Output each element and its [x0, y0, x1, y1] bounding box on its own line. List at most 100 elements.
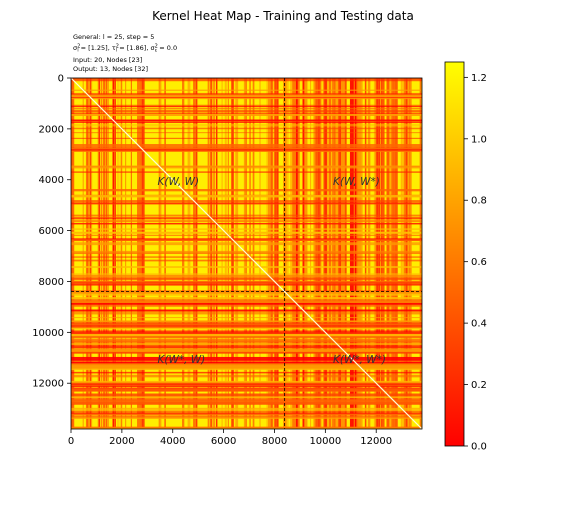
heatmap-row-stripe	[71, 339, 422, 342]
x-tick-label: 10000	[309, 436, 341, 447]
info-line-3: Input: 20, Nodes [23]	[73, 56, 142, 64]
x-tick-label: 2000	[109, 436, 134, 447]
heatmap-row-stripe	[71, 417, 422, 418]
heatmap-row-stripe	[71, 402, 422, 405]
heatmap-row-stripe	[71, 132, 422, 133]
x-tick-label: 0	[68, 436, 74, 447]
heatmap-row-stripe	[71, 311, 422, 314]
heatmap-row-stripe	[71, 144, 422, 147]
heatmap-row-stripe	[71, 235, 422, 236]
heatmap-row-stripe	[71, 223, 422, 224]
y-tick-label: 10000	[32, 328, 64, 339]
info-line-4: Output: 13, Nodes [32]	[73, 65, 148, 73]
heatmap-row-stripe	[71, 90, 422, 91]
heatmap-row-stripe	[71, 389, 422, 391]
y-axis: 0 2000 4000 6000 8000 10000 12000	[32, 74, 71, 390]
heatmap-row-stripe	[71, 345, 422, 346]
heatmap-row-stripe	[71, 310, 422, 312]
heatmap-row-stripe	[71, 97, 422, 98]
heatmap-row-stripe	[71, 217, 422, 218]
heatmap-row-stripe	[71, 346, 422, 348]
info-line-2: σ2 l = [1.25], τ2 l = [1.86], σ2 ε = 0.0	[73, 44, 177, 54]
heatmap-row-stripe	[71, 105, 422, 106]
heatmap-row-stripe	[71, 317, 422, 318]
colorbar-tick-label: 0.8	[471, 196, 487, 207]
heatmap-row-stripe	[71, 219, 422, 222]
heatmap-row-stripe	[71, 122, 422, 123]
heatmap-row-stripe	[71, 299, 422, 301]
x-tick-label: 4000	[160, 436, 185, 447]
heatmap-row-stripe	[71, 305, 422, 307]
heatmap-row-stripe	[71, 138, 422, 139]
block-label-3: K(W*, W)	[157, 354, 205, 366]
colorbar-tick-label: 0.4	[471, 319, 487, 330]
heatmap-row-stripe	[71, 195, 422, 197]
heatmap-row-stripe	[71, 128, 422, 130]
x-tick-label: 6000	[211, 436, 236, 447]
heatmap-row-stripe	[71, 331, 422, 332]
heatmap-row-stripe	[71, 171, 422, 172]
y-tick-label: 0	[58, 74, 64, 85]
heatmap-row-stripe	[71, 78, 422, 79]
heatmap-row-stripe	[71, 165, 422, 168]
heatmap-row-stripe	[71, 260, 422, 262]
heatmap-row-stripe	[71, 95, 422, 97]
heatmap-row-stripe	[71, 114, 422, 115]
heatmap-row-stripe	[71, 232, 422, 234]
heatmap-row-stripe	[71, 393, 422, 396]
heatmap-row-stripe	[71, 396, 422, 398]
y-tick-label: 2000	[39, 124, 64, 135]
heatmap-row-stripe	[71, 275, 422, 277]
heatmap-row-stripe	[71, 266, 422, 268]
block-label-1: K(W, W)	[157, 176, 199, 188]
heatmap-row-stripe	[71, 321, 422, 322]
heatmap-row-stripe	[71, 386, 422, 387]
heatmap-row-stripe	[71, 228, 422, 229]
heatmap-row-stripe	[71, 413, 422, 414]
heatmap-plot	[71, 78, 422, 429]
x-axis: 0 2000 4000 6000 8000 10000 12000	[68, 429, 392, 447]
heatmap-row-stripe	[71, 110, 422, 112]
heatmap-row-stripe	[71, 215, 422, 217]
heatmap-row-stripe	[71, 189, 422, 191]
heatmap-row-stripe	[71, 242, 422, 245]
colorbar-tick-label: 0.0	[471, 442, 487, 453]
x-tick-label: 8000	[262, 436, 287, 447]
block-label-4: K(W*, W*)	[333, 354, 386, 366]
heatmap-row-stripe	[71, 273, 422, 275]
heatmap-row-stripe	[71, 148, 422, 149]
heatmap-row-stripe	[71, 106, 422, 107]
heatmap-row-stripe	[71, 336, 422, 338]
y-tick-label: 4000	[39, 175, 64, 186]
heatmap-row-stripe	[71, 239, 422, 241]
colorbar-axis: 0.00.20.40.60.81.01.2	[464, 73, 487, 453]
heatmap-row-stripe	[71, 399, 422, 402]
y-tick-label: 6000	[39, 226, 64, 237]
heatmap-row-stripe	[71, 408, 422, 411]
colorbar-tick-label: 0.2	[471, 380, 487, 391]
heatmap-row-stripe	[71, 121, 422, 122]
heatmap-row-stripe	[71, 343, 422, 345]
heatmap-row-stripe	[71, 282, 422, 285]
heatmap-row-stripe	[71, 108, 422, 109]
heatmap-row-stripe	[71, 332, 422, 334]
heatmap-row-stripe	[71, 93, 422, 94]
heatmap-row-stripe	[71, 325, 422, 328]
x-tick-label: 12000	[360, 436, 392, 447]
heatmap-row-stripe	[71, 124, 422, 127]
heatmap-row-stripe	[71, 372, 422, 374]
y-tick-label: 8000	[39, 277, 64, 288]
colorbar-tick-label: 1.2	[471, 73, 487, 84]
heatmap-row-stripe	[71, 278, 422, 279]
heatmap-row-stripe	[71, 427, 422, 428]
y-tick-label: 12000	[32, 379, 64, 390]
heatmap-row-stripe	[71, 200, 422, 202]
colorbar	[445, 62, 464, 446]
heatmap-row-stripe	[71, 294, 422, 296]
info-line-1: General: l = 25, step = 5	[73, 33, 154, 41]
heatmap-row-stripe	[71, 202, 422, 204]
heatmap-row-stripe	[71, 351, 422, 352]
block-label-2: K(W, W*)	[333, 176, 380, 188]
heatmap-row-stripe	[71, 151, 422, 152]
